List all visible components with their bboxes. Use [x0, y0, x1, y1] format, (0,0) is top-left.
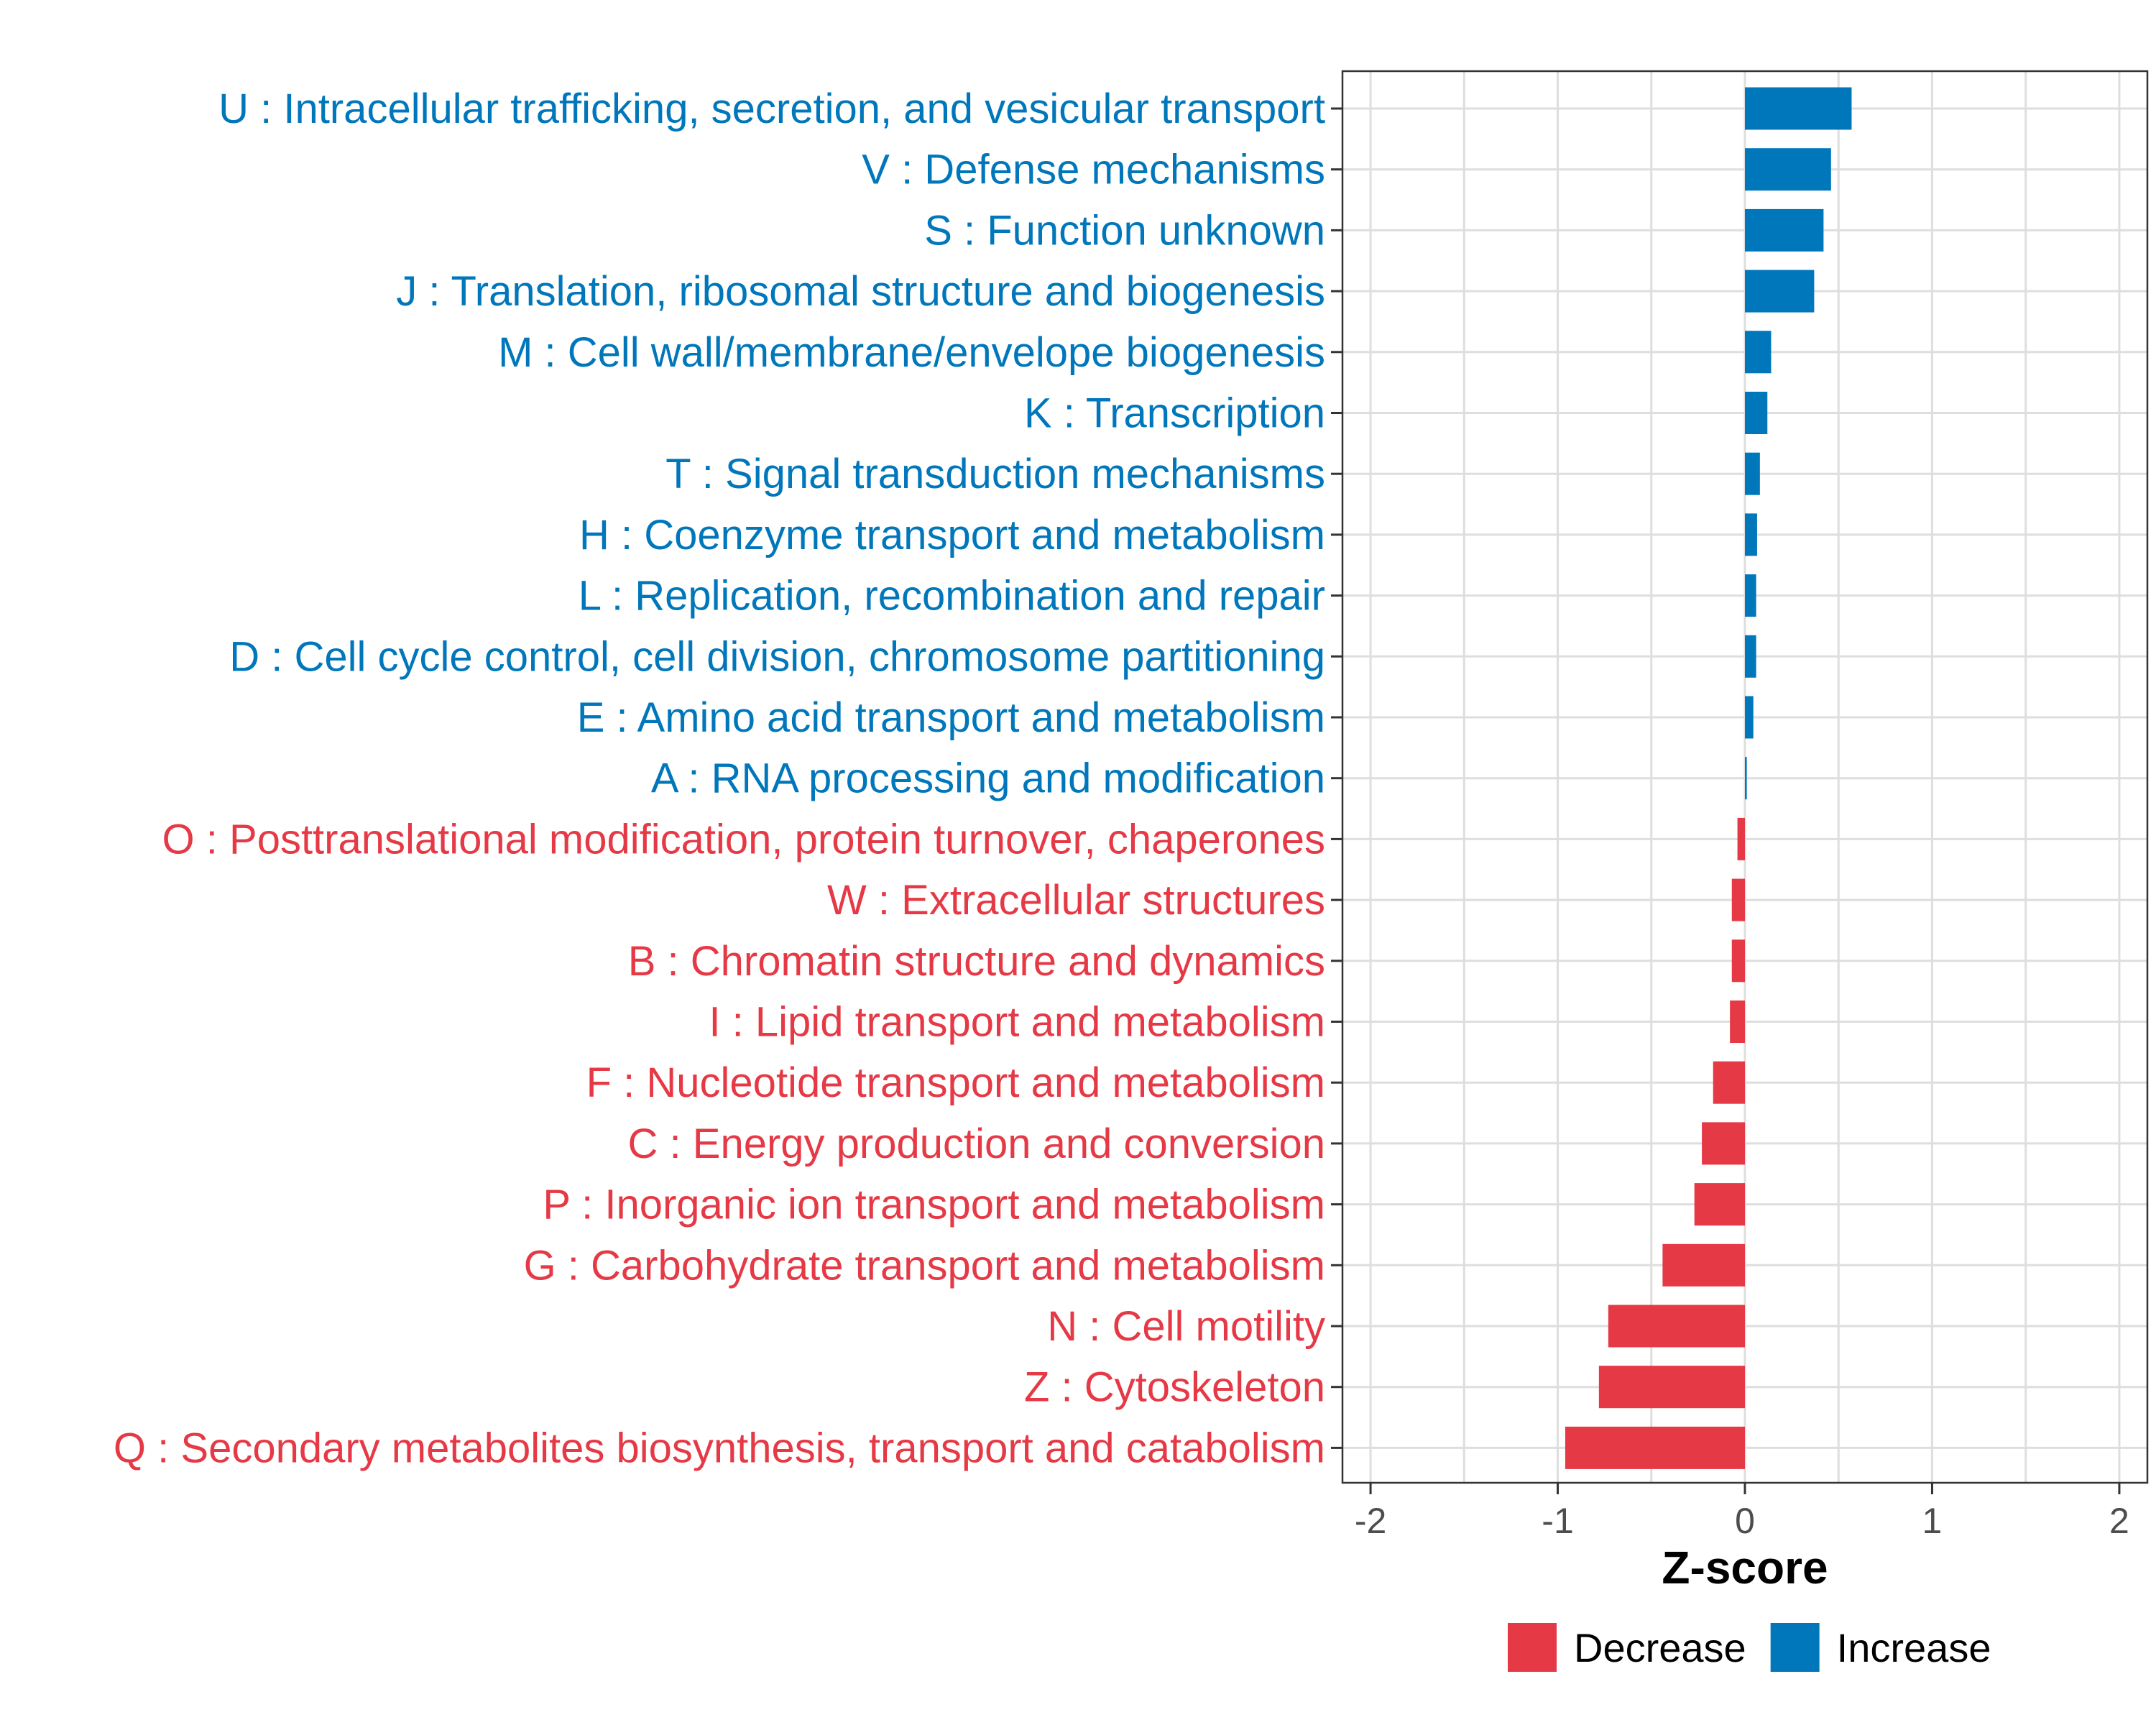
bar	[1565, 1426, 1745, 1469]
y-axis-labels: U : Intracellular trafficking, secretion…	[114, 86, 1325, 1471]
category-label: I : Lipid transport and metabolism	[709, 999, 1325, 1046]
legend-label: Increase	[1837, 1625, 1991, 1670]
bar	[1694, 1183, 1745, 1226]
x-tick-label: 2	[2109, 1501, 2129, 1541]
category-label: K : Transcription	[1024, 390, 1325, 437]
category-label: B : Chromatin structure and dynamics	[628, 938, 1325, 985]
bar	[1745, 392, 1768, 434]
bar	[1745, 635, 1756, 678]
legend: Decrease Increase	[1508, 1623, 1991, 1672]
category-label: T : Signal transduction mechanisms	[665, 451, 1325, 497]
category-label: D : Cell cycle control, cell division, c…	[229, 633, 1325, 680]
bar	[1745, 513, 1757, 556]
bar	[1662, 1243, 1745, 1287]
category-label: L : Replication, recombination and repai…	[579, 573, 1325, 620]
bar	[1745, 208, 1824, 252]
bar	[1745, 574, 1756, 617]
bar	[1713, 1061, 1745, 1104]
category-label: Q : Secondary metabolites biosynthesis, …	[114, 1425, 1325, 1471]
x-axis-title: Z-score	[1662, 1542, 1828, 1593]
category-label: J : Translation, ribosomal structure and…	[396, 268, 1325, 315]
category-label: H : Coenzyme transport and metabolism	[579, 512, 1325, 558]
category-label: W : Extracellular structures	[827, 877, 1325, 924]
category-label: E : Amino acid transport and metabolism	[577, 694, 1325, 741]
x-tick-label: -2	[1355, 1501, 1386, 1541]
bar	[1745, 696, 1754, 739]
x-axis-labels: -2 -1 0 1 2	[1355, 1501, 2129, 1541]
bar	[1731, 878, 1745, 921]
bar	[1745, 87, 1852, 130]
bar	[1745, 757, 1747, 800]
y-axis-ticks	[1331, 107, 1342, 1449]
category-label: G : Carbohydrate transport and metabolis…	[524, 1242, 1325, 1289]
category-label: M : Cell wall/membrane/envelope biogenes…	[498, 329, 1325, 376]
category-label: V : Defense mechanisms	[862, 147, 1325, 193]
x-axis-ticks	[1369, 1483, 2121, 1494]
category-label: P : Inorganic ion transport and metaboli…	[543, 1182, 1325, 1228]
bar	[1598, 1366, 1745, 1409]
x-tick-label: 0	[1735, 1501, 1755, 1541]
bar	[1730, 1000, 1745, 1043]
legend-key	[1770, 1623, 1820, 1672]
category-label: A : RNA processing and modification	[651, 755, 1325, 802]
category-label: F : Nucleotide transport and metabolism	[586, 1059, 1325, 1106]
category-label: Z : Cytoskeleton	[1024, 1364, 1325, 1411]
bar-layer	[1565, 87, 1852, 1469]
legend-key	[1508, 1623, 1557, 1672]
bar	[1745, 331, 1772, 374]
bar	[1731, 939, 1745, 983]
category-label: N : Cell motility	[1047, 1303, 1325, 1350]
bar	[1737, 817, 1745, 860]
legend-label: Decrease	[1574, 1625, 1746, 1670]
bar	[1745, 452, 1760, 495]
bar	[1702, 1122, 1745, 1165]
x-tick-label: 1	[1922, 1501, 1943, 1541]
bar	[1608, 1305, 1745, 1348]
bar	[1745, 148, 1831, 191]
category-label: O : Posttranslational modification, prot…	[162, 816, 1325, 862]
category-label: U : Intracellular trafficking, secretion…	[218, 86, 1325, 132]
bar	[1745, 270, 1815, 313]
category-label: S : Function unknown	[924, 207, 1325, 254]
category-label: C : Energy production and conversion	[628, 1121, 1325, 1167]
x-tick-label: -1	[1542, 1501, 1573, 1541]
